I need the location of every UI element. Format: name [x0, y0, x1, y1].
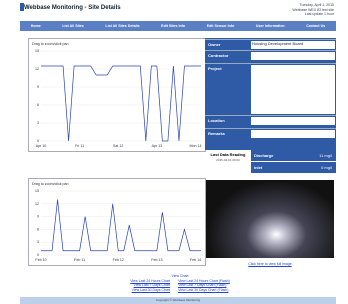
y-tick-label: 3 [37, 240, 39, 244]
y-tick-label: 15 [35, 189, 39, 193]
nav-item[interactable]: List All Sites Details [105, 24, 139, 28]
footer-line: View Last 30 Days Chart View Last 30 Days… [60, 288, 300, 293]
y-tick-label: 12 [35, 202, 39, 206]
info-value [251, 52, 335, 60]
data-line [41, 66, 201, 141]
image-link[interactable]: Click here to view full image [206, 262, 334, 266]
footer-link[interactable]: View Last 7 Days Chart [134, 283, 171, 287]
nav-item[interactable]: Contact Us [306, 24, 325, 28]
info-value: Housing Development Board [251, 41, 335, 49]
x-tick-label: Mon 14 [189, 144, 201, 148]
reading-row: Discharge 11 mg/l [251, 150, 336, 161]
y-tick-label: 3 [37, 121, 39, 125]
info-label: Owner [208, 42, 220, 47]
y-tick-label: 0 [37, 139, 39, 143]
y-tick-label: 6 [37, 103, 39, 107]
nav-item[interactable]: List All Sites [62, 24, 83, 28]
footer-link[interactable]: View Last 30 Days Chart (Flash) [178, 288, 228, 292]
header-info: Tuesday, April 1, 2015 Webbase WEX 83 te… [292, 3, 334, 17]
chart: Drag to zoom/click pan 0 3 6 9 12 15 Apr 10 Fri … [28, 38, 206, 152]
info-value [251, 117, 335, 125]
reading-name: Inlet [254, 165, 262, 170]
footer-link[interactable]: View Last 30 Days Chart [132, 288, 170, 292]
chart-title: Drag to zoom/click pan [32, 182, 69, 186]
info-label: Location [208, 118, 225, 123]
info-row: Owner Housing Development Board [205, 39, 336, 50]
footer-link[interactable]: View Last 24 Hours Chart [130, 279, 170, 283]
nav-bar: Home List All Sites List All Sites Details… [20, 21, 336, 31]
y-tick-label: 9 [37, 85, 39, 89]
x-tick-label: Feb 10 [35, 258, 46, 262]
nav-item[interactable]: Home [31, 24, 41, 28]
footer-link[interactable]: View Last 7 Days Chart (Flash) [178, 283, 226, 287]
info-value [251, 65, 335, 114]
info-label: Contractor [208, 53, 228, 58]
chart: Drag to zoom/click pan 0 3 6 9 12 15 Feb 10 Feb … [28, 178, 206, 266]
x-tick-label: Feb 14 [190, 258, 201, 262]
x-tick-label: Feb 11 [74, 258, 85, 262]
y-tick-label: 6 [37, 227, 39, 231]
copyright: Copyright © Webbase Monitoring [20, 297, 336, 304]
reading-value: 0 mg/l [321, 165, 332, 170]
reading-label: Last Data Reading [205, 152, 251, 157]
x-tick-label: Fri 11 [75, 144, 84, 148]
reading-row: Inlet 0 mg/l [251, 162, 336, 173]
camera-image [206, 180, 334, 258]
info-row: Project [205, 63, 336, 115]
x-tick-label: Feb 12 [113, 258, 124, 262]
y-tick-label: 9 [37, 215, 39, 219]
info-label: Project [208, 66, 222, 71]
x-tick-label: Feb 13 [151, 258, 162, 262]
nav-item[interactable]: Edit Sites Info [161, 24, 185, 28]
info-row: Contractor [205, 50, 336, 61]
data-line [41, 200, 201, 251]
footer-link[interactable]: View Last 24 Hours Chart (Flash) [178, 279, 230, 283]
info-label: Remarks [208, 131, 225, 136]
y-tick-label: 12 [35, 67, 39, 71]
x-tick-label: Apr 13 [152, 144, 163, 148]
reading-value: 11 mg/l [319, 153, 332, 158]
x-tick-label: Apr 10 [36, 144, 47, 148]
y-tick-label: 0 [37, 253, 39, 257]
info-row: Remarks [205, 128, 336, 139]
reading-time: 2015-04-01 09:00 [205, 158, 251, 162]
nav-item[interactable]: User Information [256, 24, 285, 28]
x-tick-label: Sat 12 [113, 144, 123, 148]
site-info-table: Owner Housing Development Board Contractor… [205, 38, 336, 150]
page: Webbase Monitoring - Site Details Tuesda… [0, 0, 348, 304]
page-title: Webbase Monitoring - Site Details [24, 5, 121, 11]
reading-name: Discharge [254, 153, 273, 158]
info-value [251, 130, 335, 138]
info-row: Location [205, 115, 336, 126]
chart-title: Drag to zoom/click pan [32, 42, 69, 46]
info-line: Last update 1 hour [292, 12, 334, 17]
nav-item[interactable]: Edit Sensor Info [207, 24, 235, 28]
y-tick-label: 15 [35, 49, 39, 53]
